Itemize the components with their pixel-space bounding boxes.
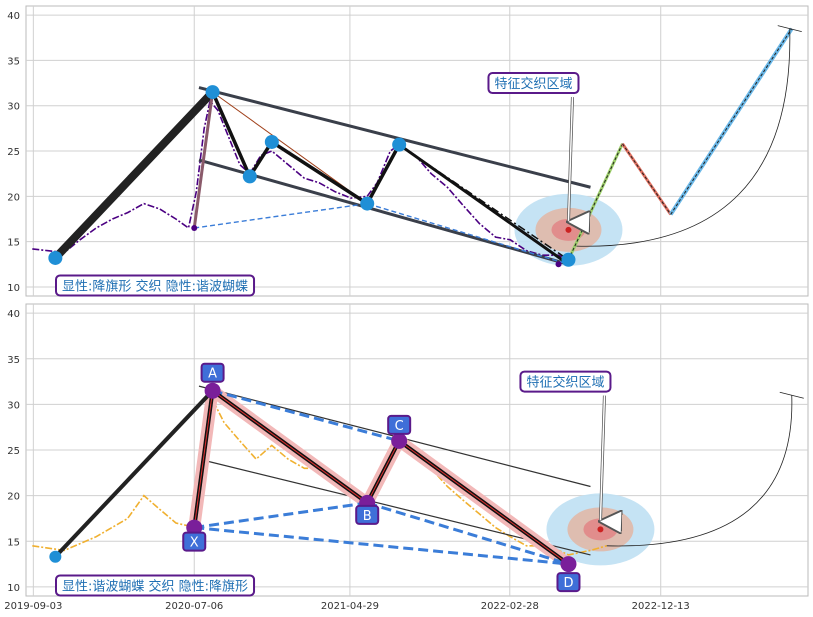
- harmonic-leg-core: [366, 440, 400, 504]
- harmonic-leg-core: [212, 390, 368, 504]
- y-tick-label: 25: [7, 446, 20, 457]
- harmonic-ratio-line: [194, 526, 569, 566]
- y-tick-label: 10: [7, 583, 20, 594]
- point-label: X: [190, 536, 199, 551]
- harmonic-point-d: [560, 556, 577, 573]
- hidden-pattern-line: [194, 202, 569, 265]
- point-label-box: [182, 531, 207, 552]
- projection-arc: [606, 395, 793, 547]
- y-tick-label: 40: [7, 11, 20, 22]
- pattern-zigzag-line: [398, 143, 570, 266]
- projection-arc: [576, 28, 791, 247]
- zone-center-dot: [597, 526, 604, 533]
- harmonic-point-c: [391, 432, 408, 449]
- point-label-box: [200, 362, 225, 383]
- projection-leg: [622, 143, 672, 215]
- projection-leg: [568, 143, 623, 260]
- pattern-node: [49, 550, 62, 563]
- x-tick-label: 2019-09-03: [4, 601, 62, 612]
- projection-arc-cap: [777, 25, 802, 33]
- pattern-node: [191, 225, 198, 232]
- pattern-node: [205, 85, 220, 100]
- pattern-node: [392, 137, 407, 152]
- hidden-pattern-line: [192, 91, 215, 229]
- zone-label: 特征交织区域: [526, 375, 604, 391]
- price-series-line: [32, 99, 569, 261]
- zone-center-dot: [565, 226, 572, 233]
- x-tick-label: 2021-04-29: [321, 601, 379, 612]
- point-label-box: [556, 572, 581, 593]
- point-label: B: [363, 509, 372, 524]
- x-tick-label: 2020-07-06: [165, 601, 223, 612]
- zone-arrow-core: [567, 97, 574, 221]
- pattern-node: [264, 134, 279, 149]
- pattern-caption-box: [55, 574, 256, 597]
- harmonic-ratio-line: [212, 389, 400, 443]
- y-tick-label: 15: [7, 537, 20, 548]
- zone-label-box: [487, 72, 580, 95]
- point-label-box: [355, 504, 380, 525]
- channel-lower-line: [198, 158, 569, 266]
- pattern-node: [555, 261, 562, 268]
- x-tick-label: 2022-12-13: [632, 601, 690, 612]
- pattern-node: [561, 252, 576, 267]
- chart-panel-2: 2019-09-03 2020-07-06 2021-04-29 2022-02-28…: [4, 303, 809, 612]
- pattern-node: [242, 169, 257, 184]
- pattern-node: [48, 250, 63, 265]
- pattern-node: [360, 196, 375, 211]
- projection-arc-cap: [779, 391, 804, 399]
- point-label: C: [395, 419, 404, 434]
- y-tick-label: 20: [7, 192, 20, 203]
- zone-label: 特征交织区域: [494, 76, 572, 92]
- y-tick-label: 30: [7, 102, 20, 113]
- pattern-caption: 显性:谐波蝴蝶 交织 隐性:降旗形: [62, 578, 248, 594]
- y-tick-label: 20: [7, 492, 20, 503]
- y-tick-label: 25: [7, 147, 20, 158]
- y-tick-label: 35: [7, 355, 20, 366]
- harmonic-ratio-line: [366, 501, 569, 566]
- harmonic-point-a: [204, 382, 221, 399]
- point-label-box: [387, 414, 412, 435]
- y-tick-label: 15: [7, 238, 20, 249]
- zone-label-box: [519, 370, 612, 393]
- y-tick-label: 35: [7, 56, 20, 67]
- x-tick-label: 2022-02-28: [481, 601, 539, 612]
- y-tick-label: 10: [7, 283, 20, 294]
- channel-upper-line: [198, 86, 591, 189]
- lead-in-line: [51, 88, 217, 262]
- harmonic-leg-core: [398, 440, 569, 565]
- harmonic-leg-core: [193, 390, 214, 528]
- projection-leg: [670, 28, 793, 215]
- pattern-caption-box: [55, 274, 256, 297]
- y-tick-label: 40: [7, 309, 20, 320]
- point-label: A: [208, 367, 217, 382]
- zone-arrow-core: [599, 395, 606, 521]
- point-label: D: [563, 576, 573, 591]
- y-tick-label: 30: [7, 400, 20, 411]
- lead-in-line: [53, 389, 215, 559]
- pattern-caption: 显性:降旗形 交织 隐性:谐波蝴蝶: [62, 278, 248, 294]
